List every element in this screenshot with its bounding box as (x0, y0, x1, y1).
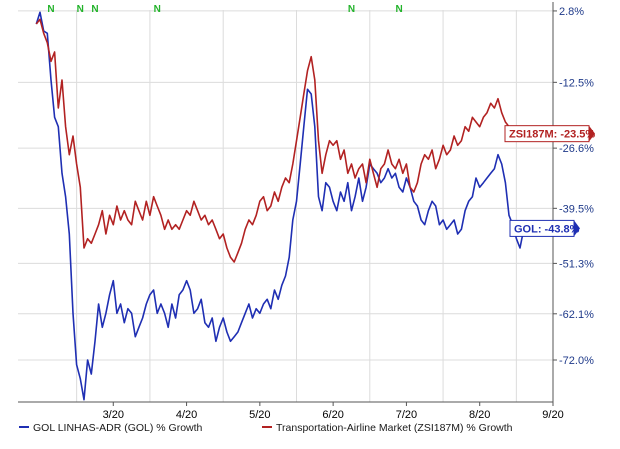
x-tick-label: 3/20 (103, 409, 124, 421)
event-flag: N (395, 4, 402, 15)
end-label-pointer (574, 220, 580, 237)
legend: GOL LINHAS-ADR (GOL) % Growth Transportat… (19, 422, 513, 434)
x-tick-label: 9/20 (542, 409, 563, 421)
series-line-zsi187m (35, 18, 532, 263)
x-tick-label: 7/20 (396, 409, 417, 421)
end-label-pointer (589, 125, 595, 142)
x-tick-label: 6/20 (322, 409, 343, 421)
legend-label-gol: GOL LINHAS-ADR (GOL) % Growth (33, 422, 203, 434)
axes (18, 2, 554, 403)
end-label-gol: GOL: -43.8% (514, 223, 580, 235)
end-label-zsi187m: ZSI187M: -23.5% (509, 129, 595, 141)
plot-area (18, 10, 553, 402)
y-tick-label: -72.0% (559, 355, 594, 367)
x-tick-label: 8/20 (469, 409, 490, 421)
grid-lines (18, 10, 553, 402)
y-tick-label: -12.5% (559, 77, 594, 89)
x-tick-label: 5/20 (249, 409, 270, 421)
x-tick-labels: 3/20 4/20 5/20 6/20 7/20 8/20 9/20 (103, 402, 564, 421)
event-flag: N (91, 4, 98, 15)
series-end-labels: GOL: -43.8% ZSI187M: -23.5% (504, 125, 595, 237)
series-lines (35, 11, 532, 401)
series-line-gol (35, 11, 532, 401)
legend-label-zsi187m: Transportation-Airline Market (ZSI187M) … (276, 422, 513, 434)
y-tick-label: -26.6% (559, 143, 594, 155)
event-flag: N (154, 4, 161, 15)
event-flag: N (77, 4, 84, 15)
y-tick-label: 2.8% (559, 6, 584, 18)
y-tick-label: -51.3% (559, 258, 594, 270)
y-tick-label: -62.1% (559, 309, 594, 321)
y-tick-label: -39.5% (559, 203, 594, 215)
event-flag: N (47, 4, 54, 15)
plot-background (18, 10, 553, 402)
event-flag: N (348, 4, 355, 15)
x-tick-label: 4/20 (176, 409, 197, 421)
y-tick-labels: 2.8% -12.5% -26.6% -39.5% -51.3% -62.1% -72.0% (553, 6, 594, 367)
